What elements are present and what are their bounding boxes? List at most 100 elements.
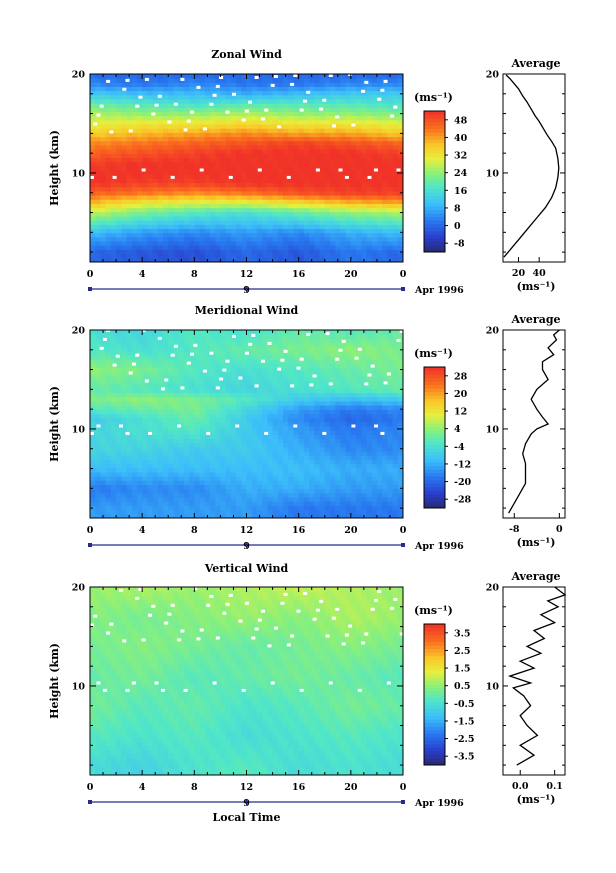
heatmap-cell bbox=[131, 430, 138, 435]
heatmap-cell bbox=[105, 455, 112, 460]
heatmap-cell bbox=[366, 509, 373, 515]
heatmap-cell bbox=[251, 195, 258, 200]
colorbar-swatch bbox=[424, 248, 445, 253]
heatmap-cell bbox=[220, 115, 227, 121]
heatmap-cell bbox=[350, 178, 357, 184]
heatmap-cell bbox=[314, 174, 320, 179]
heatmap-cell bbox=[116, 190, 122, 196]
heatmap-cell bbox=[105, 170, 112, 175]
heatmap-cell bbox=[173, 245, 180, 250]
heatmap-cell bbox=[90, 380, 96, 385]
heatmap-cell bbox=[183, 107, 190, 112]
heatmap-cell bbox=[256, 480, 263, 485]
heatmap-cell bbox=[121, 253, 127, 259]
heatmap-cell bbox=[267, 153, 273, 158]
heatmap-cell bbox=[194, 430, 200, 435]
heatmap-cell bbox=[324, 257, 331, 263]
heatmap-cell bbox=[183, 103, 190, 108]
heatmap-cell bbox=[340, 380, 347, 385]
heatmap-cell bbox=[329, 375, 336, 381]
heatmap-cell bbox=[236, 174, 242, 179]
heatmap-cell bbox=[303, 509, 310, 515]
heatmap-cell bbox=[157, 472, 164, 477]
heatmap-cell bbox=[100, 236, 107, 242]
heatmap-cell bbox=[152, 115, 159, 121]
heatmap-cell bbox=[147, 195, 153, 200]
heatmap-cell bbox=[251, 451, 258, 456]
heatmap-cell bbox=[168, 178, 174, 184]
heatmap-cell bbox=[90, 438, 96, 444]
heatmap-cell bbox=[230, 111, 237, 117]
heatmap-cell bbox=[277, 375, 284, 381]
heatmap-cell bbox=[262, 161, 268, 167]
heatmap-cell bbox=[246, 492, 253, 498]
heatmap-cell bbox=[131, 224, 138, 229]
heatmap-cell bbox=[267, 380, 273, 385]
heatmap-cell bbox=[147, 232, 153, 238]
heatmap-cell bbox=[319, 472, 326, 477]
heatmap-cell bbox=[345, 149, 352, 154]
heatmap-cell bbox=[356, 401, 362, 406]
heatmap-cell bbox=[392, 492, 399, 498]
heatmap-cell bbox=[256, 128, 263, 133]
heatmap-cell bbox=[340, 124, 347, 129]
heatmap-cell bbox=[267, 232, 273, 238]
heatmap-cell bbox=[361, 140, 367, 146]
heatmap-cell bbox=[194, 119, 200, 125]
heatmap-cell bbox=[340, 413, 347, 419]
heatmap-cell bbox=[256, 463, 263, 469]
heatmap-cell bbox=[246, 136, 253, 142]
heatmap-cell bbox=[356, 149, 362, 154]
heatmap-cell bbox=[136, 497, 143, 502]
heatmap-cell bbox=[178, 455, 185, 460]
heatmap-cell bbox=[350, 484, 357, 490]
heatmap-cell bbox=[350, 434, 357, 440]
heatmap-cell bbox=[314, 78, 320, 83]
heatmap-cell bbox=[126, 86, 133, 92]
heatmap-cell bbox=[324, 409, 331, 414]
heatmap-cell bbox=[267, 467, 273, 473]
heatmap-cell bbox=[126, 103, 133, 108]
heatmap-cell bbox=[110, 253, 117, 259]
heatmap-cell bbox=[147, 136, 153, 142]
heatmap-cell bbox=[382, 388, 388, 394]
missing-data-marker bbox=[151, 112, 156, 116]
heatmap-cell bbox=[194, 115, 200, 121]
heatmap-cell bbox=[356, 103, 362, 108]
missing-data-marker bbox=[183, 128, 188, 132]
heatmap-cell bbox=[361, 178, 367, 184]
heatmap-cell bbox=[105, 165, 112, 171]
heatmap-cell bbox=[178, 90, 185, 96]
heatmap-cell bbox=[340, 392, 347, 398]
heatmap-cell bbox=[329, 249, 336, 255]
heatmap-cell bbox=[194, 421, 200, 427]
heatmap-cell bbox=[173, 99, 180, 104]
heatmap-cell bbox=[356, 434, 362, 440]
heatmap-cell bbox=[236, 82, 242, 87]
heatmap-cell bbox=[236, 446, 242, 452]
heatmap-cell bbox=[189, 74, 195, 79]
heatmap-cell bbox=[376, 501, 383, 506]
missing-data-marker bbox=[361, 89, 366, 93]
heatmap-cell bbox=[126, 170, 133, 175]
heatmap-cell bbox=[209, 488, 216, 494]
heatmap-cell bbox=[142, 107, 148, 112]
heatmap-cell bbox=[392, 228, 399, 234]
heatmap-cell bbox=[329, 257, 336, 263]
heatmap-cell bbox=[199, 178, 206, 184]
heatmap-cell bbox=[178, 409, 185, 414]
heatmap-cell bbox=[241, 392, 247, 398]
heatmap-cell bbox=[361, 119, 367, 125]
heatmap-cell bbox=[345, 392, 352, 398]
heatmap-cell bbox=[335, 375, 341, 381]
heatmap-cell bbox=[246, 442, 253, 448]
heatmap-cell bbox=[314, 111, 320, 117]
heatmap-cell bbox=[288, 90, 294, 96]
heatmap-cell bbox=[335, 174, 341, 179]
heatmap-cell bbox=[272, 161, 279, 167]
heatmap-cell bbox=[329, 178, 336, 184]
heatmap-cell bbox=[283, 153, 289, 158]
heatmap-cell bbox=[126, 82, 133, 87]
heatmap-cell bbox=[126, 434, 133, 440]
heatmap-cell bbox=[376, 236, 383, 242]
